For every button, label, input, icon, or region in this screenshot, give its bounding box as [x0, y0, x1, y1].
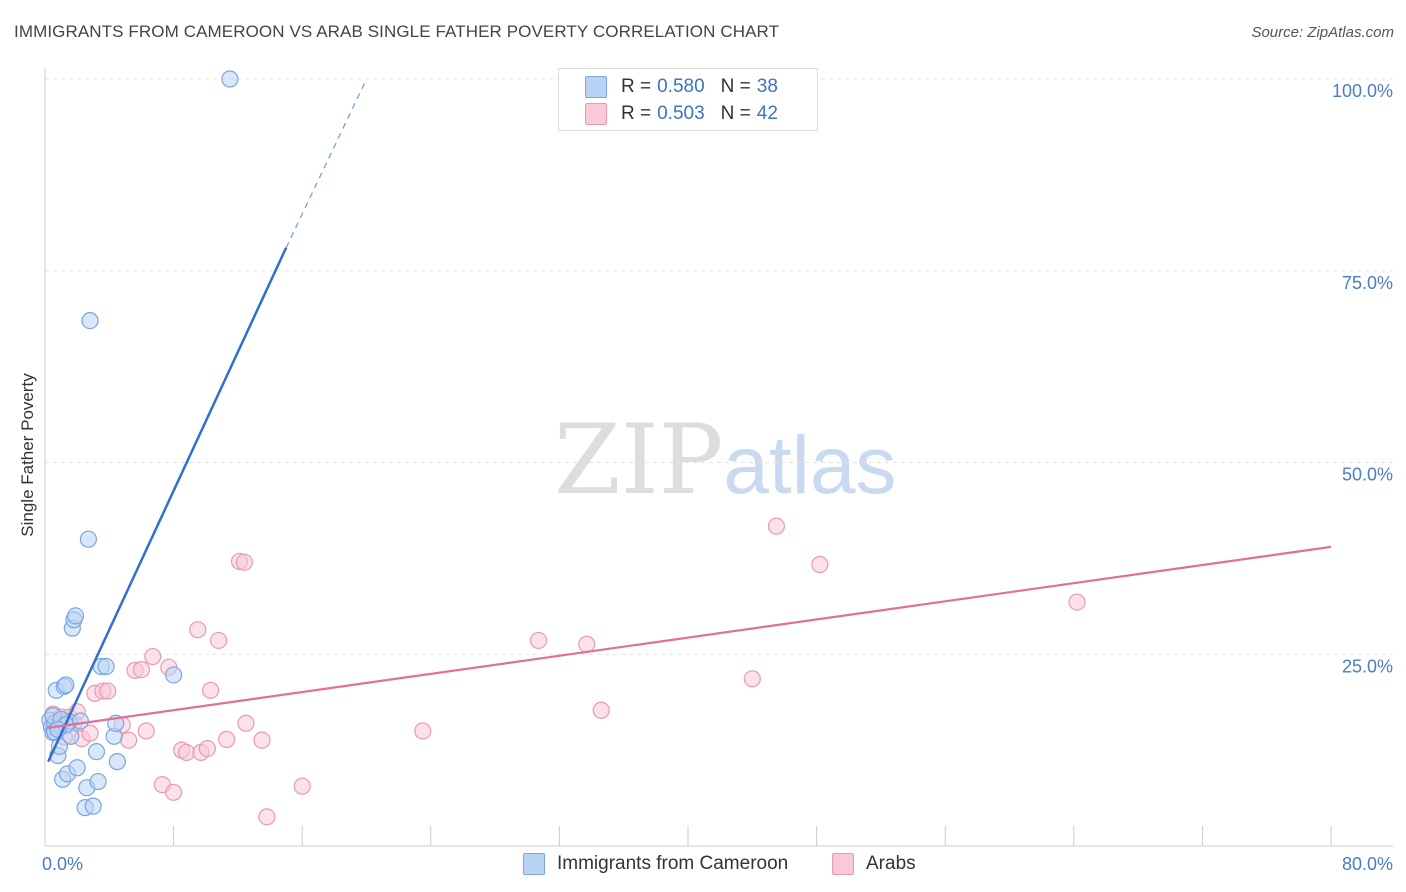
arabs-trend-line — [48, 545, 1332, 729]
legend-item-arabs: Arabs — [832, 851, 916, 877]
r-value: 0.503 — [657, 103, 705, 124]
legend-label-arabs: Arabs — [866, 853, 916, 874]
cameroon-point — [66, 607, 85, 625]
n-value: 38 — [756, 76, 778, 97]
stats-legend-row-arabs: R = 0.503 N = 42 — [585, 102, 778, 126]
watermark: ZIPatlas — [554, 404, 896, 516]
cameroon-point — [84, 797, 102, 815]
cameroon-point — [97, 657, 115, 676]
n-label: N = — [720, 76, 751, 97]
arabs-point — [529, 631, 548, 650]
chart-title: IMMIGRANTS FROM CAMEROON VS ARAB SINGLE … — [14, 22, 780, 41]
arabs-point — [144, 647, 162, 666]
cameroon-point — [68, 759, 86, 777]
cameroon-point — [108, 753, 126, 771]
arabs-point — [132, 660, 151, 679]
source-label: Source: ZipAtlas.com — [1251, 24, 1394, 41]
x-tick-label: 80.0% — [1342, 854, 1393, 874]
arabs-point — [743, 670, 761, 688]
arabs-point — [189, 621, 207, 639]
arabs-point — [414, 722, 432, 740]
cameroon-point — [71, 712, 89, 730]
arabs-point — [210, 631, 228, 650]
arabs-point — [81, 724, 99, 742]
cameroon-swatch — [585, 76, 607, 98]
arabs-point — [177, 743, 196, 762]
x-tick-label: 0.0% — [42, 854, 83, 874]
cameroon-trend-extension — [285, 78, 368, 248]
arabs-point — [99, 682, 117, 700]
y-tick-label: 100.0% — [1332, 81, 1393, 101]
arabs-swatch — [585, 103, 607, 125]
legend-item-cameroon: Immigrants from Cameroon — [523, 851, 788, 877]
cameroon-point — [57, 676, 75, 694]
r-label: R = — [621, 76, 652, 97]
y-tick-label: 25.0% — [1342, 656, 1393, 676]
cameroon-legend-swatch — [523, 853, 545, 875]
arabs-point — [119, 731, 138, 749]
cameroon-point — [165, 666, 183, 684]
legend-label-cameroon: Immigrants from Cameroon — [557, 853, 789, 874]
n-label: N = — [720, 103, 751, 124]
arabs-point — [165, 783, 183, 801]
arabs-point — [258, 808, 276, 826]
arabs-point — [218, 730, 236, 748]
cameroon-point — [221, 70, 239, 88]
arabs-point — [578, 635, 596, 653]
cameroon-point — [81, 312, 99, 330]
arabs-point — [201, 681, 220, 699]
cameroon-point — [79, 530, 98, 548]
arabs-point — [811, 555, 829, 574]
arabs-point — [253, 731, 271, 749]
y-tick-label: 75.0% — [1342, 273, 1393, 293]
arabs-point — [237, 714, 255, 732]
r-value: 0.580 — [657, 76, 705, 97]
arabs-point — [137, 722, 155, 740]
arabs-point — [1068, 593, 1086, 611]
cameroon-point — [87, 743, 106, 761]
arabs-point — [592, 701, 610, 719]
r-label: R = — [621, 103, 652, 124]
watermark-zip: ZIP — [554, 404, 724, 516]
y-tick-label: 50.0% — [1342, 465, 1393, 485]
arabs-point — [293, 777, 311, 795]
watermark-atlas: atlas — [723, 420, 897, 511]
arabs-legend-swatch — [832, 853, 854, 875]
arabs-point — [198, 739, 216, 758]
n-value: 42 — [756, 103, 778, 124]
stats-legend-row-cameroon: R = 0.580 N = 38 — [585, 75, 778, 99]
stats-legend: R = 0.580 N = 38 R = 0.503 N = 42 — [558, 68, 818, 131]
arabs-point — [767, 517, 786, 535]
cameroon-point — [89, 772, 107, 791]
arabs-point — [235, 553, 253, 571]
cameroon-trend-line — [47, 247, 288, 763]
